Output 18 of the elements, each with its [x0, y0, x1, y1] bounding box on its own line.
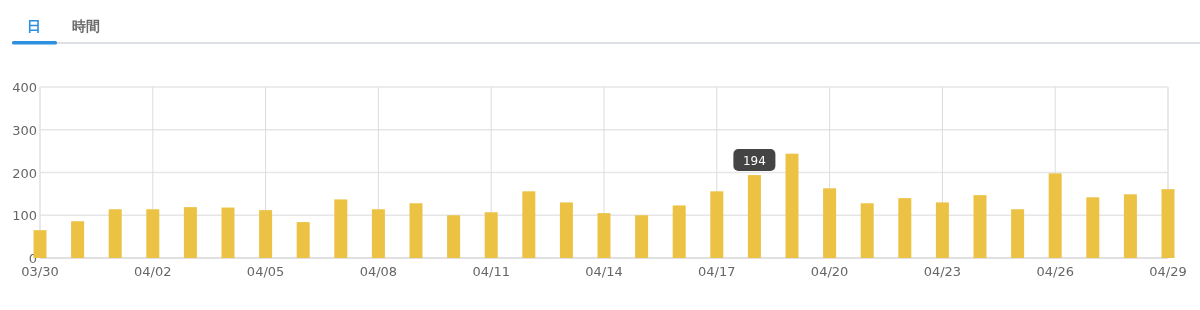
x-tick-label: 04/05	[246, 264, 285, 279]
x-tick-label: 04/29	[1149, 264, 1187, 279]
x-tick-label: 03/30	[21, 264, 59, 279]
x-tick-label: 04/02	[134, 264, 172, 279]
x-tick-label: 04/26	[1036, 264, 1074, 279]
y-tick-label: 200	[12, 165, 37, 181]
x-tick-label: 04/14	[585, 264, 623, 279]
x-tick-label: 04/20	[810, 264, 849, 279]
y-tick-label: 100	[12, 208, 37, 224]
value-label: 194	[733, 149, 776, 172]
data-label: 194	[742, 153, 766, 168]
x-tick-label: 04/17	[698, 264, 736, 279]
x-tick-label: 04/23	[923, 264, 962, 279]
x-tick-label: 04/08	[359, 264, 398, 279]
y-tick-label: 400	[12, 80, 37, 95]
tabs: 日 時間	[11, 18, 1200, 45]
x-tick-label: 04/11	[472, 264, 510, 279]
y-tick-label: 300	[12, 122, 37, 138]
